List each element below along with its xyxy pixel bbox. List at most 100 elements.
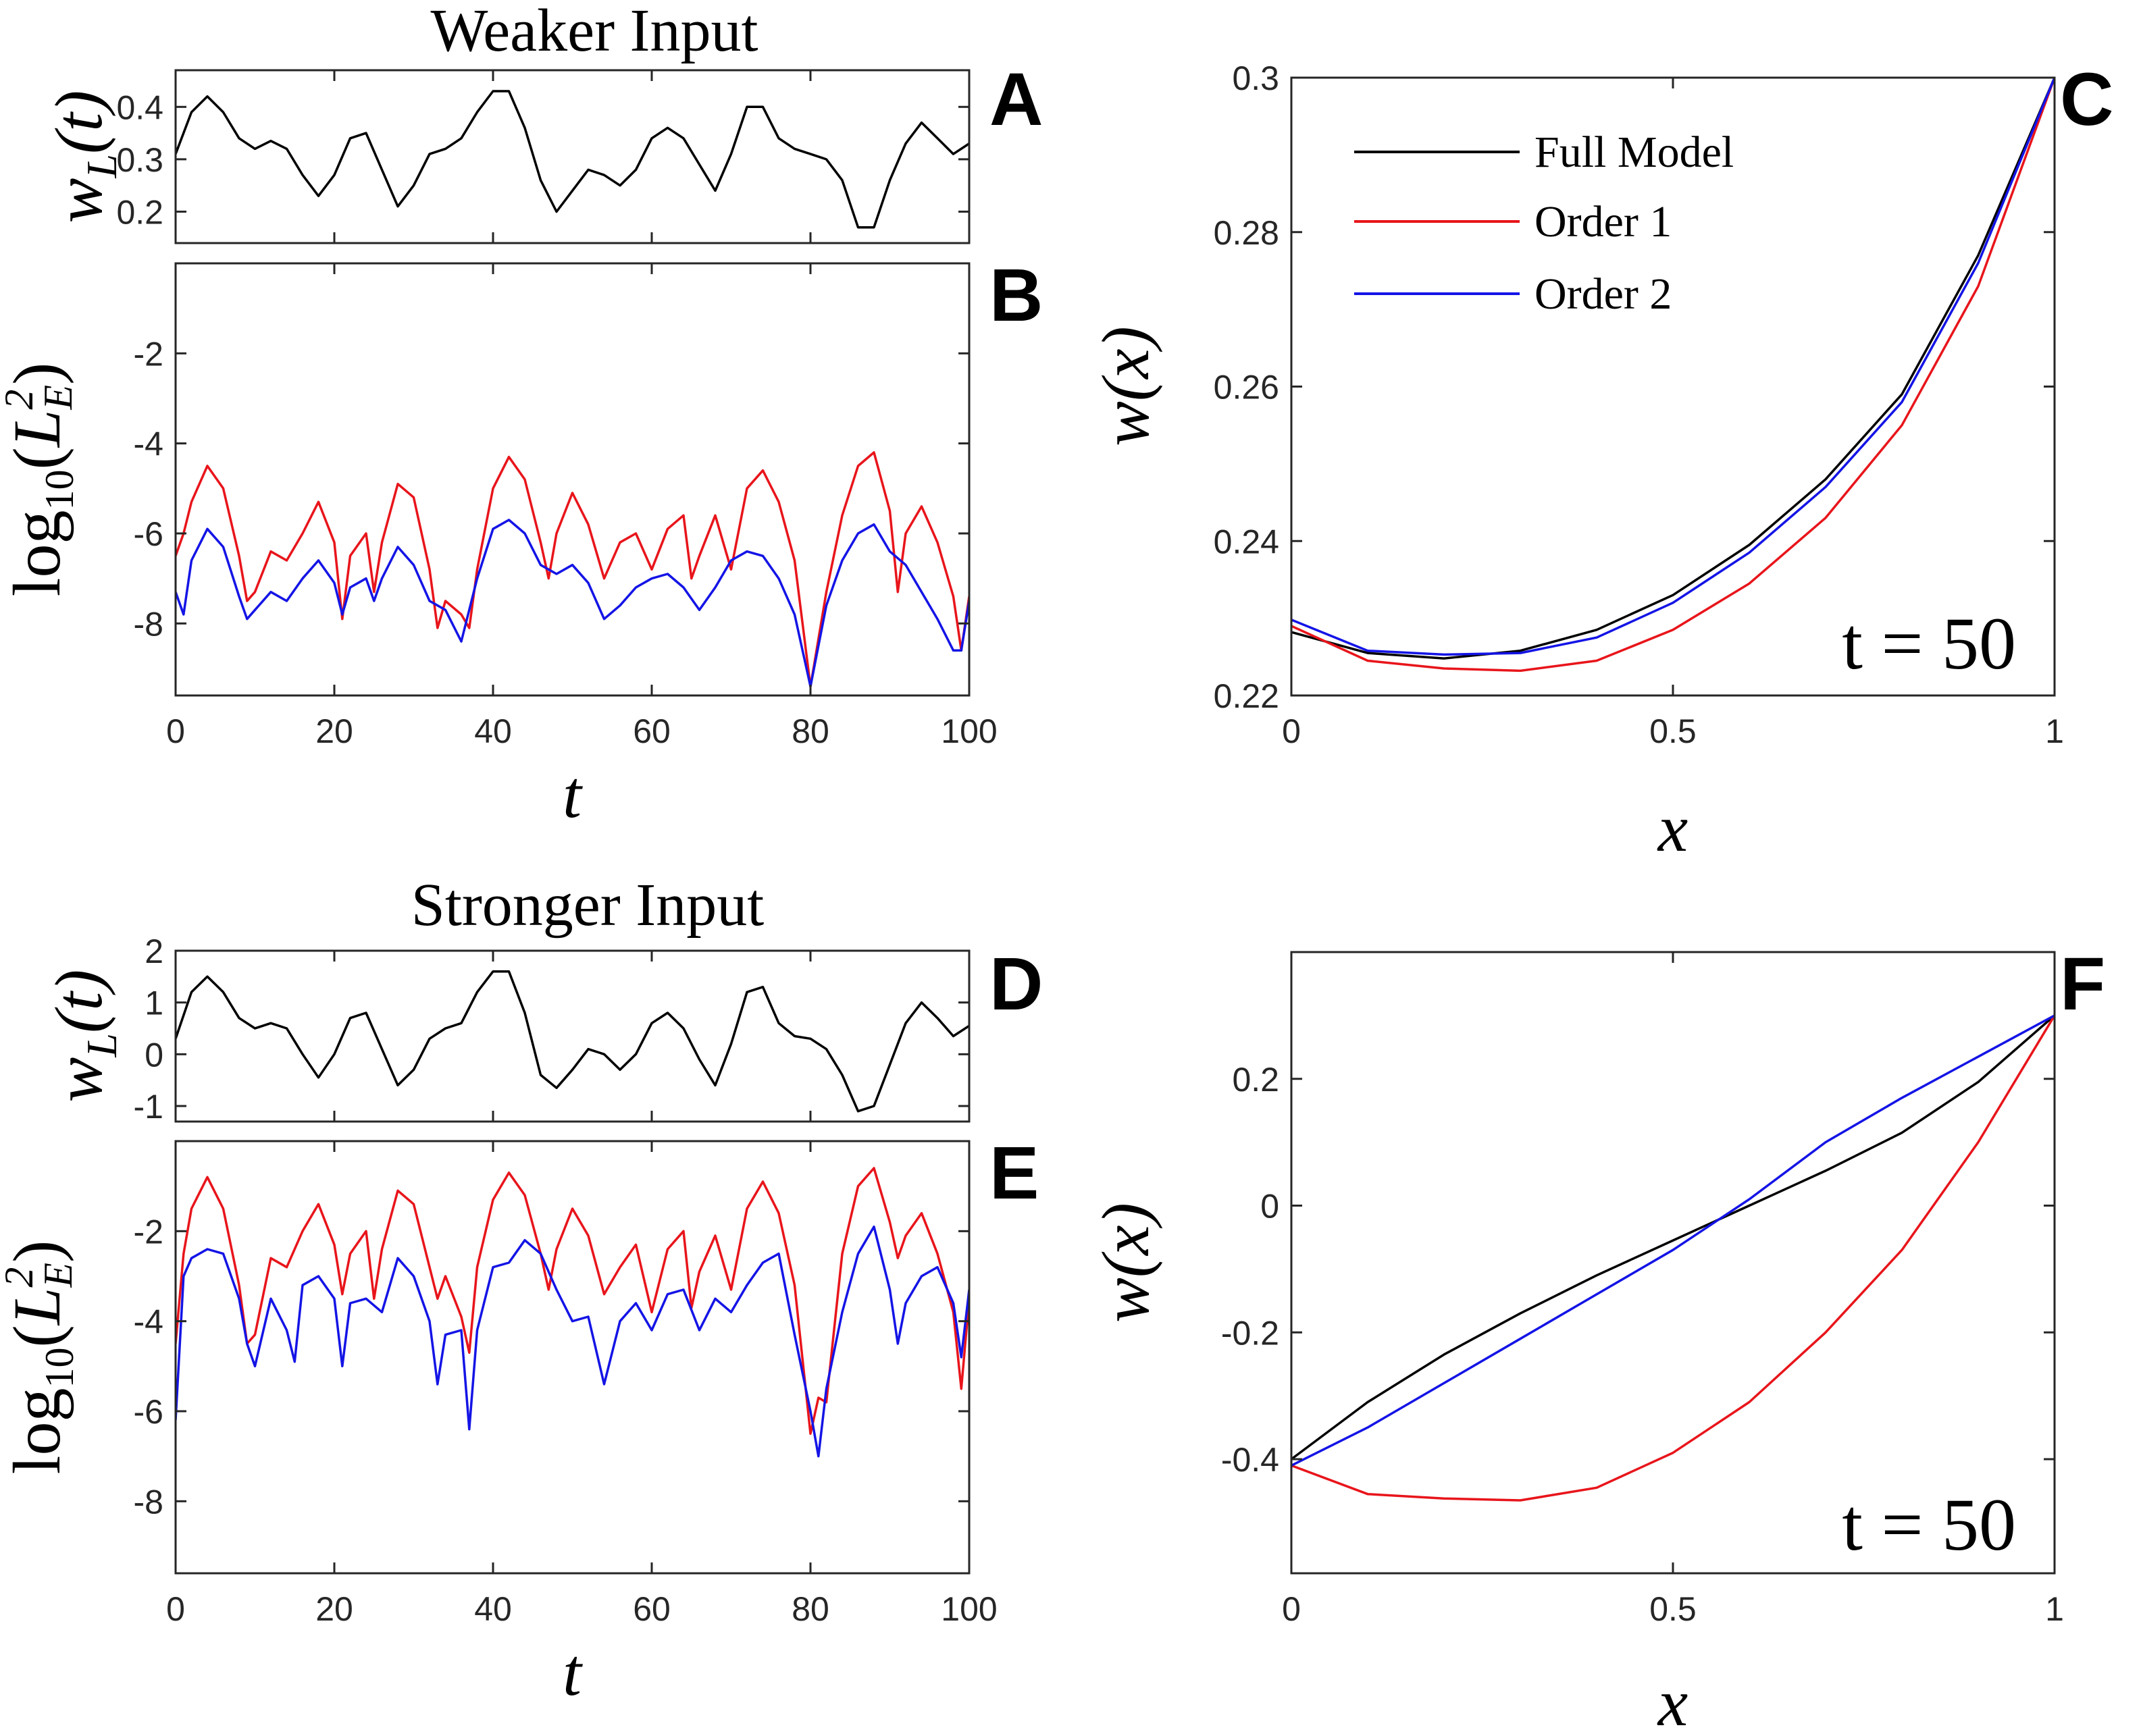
panel-c-ytick-label: 0.26 [1214,369,1279,406]
panel-f-xlabel: x [1657,1665,1688,1736]
panel-b-xtick-label: 80 [792,712,829,750]
panel-letter-c: C [2060,58,2113,141]
panel-d-ytick-label: 1 [145,984,163,1022]
panel-a-line-w-l [176,90,969,229]
panel-a-series [176,90,969,229]
panel-b-xtick-label: 100 [941,712,997,750]
panel-f-xtick-label: 0 [1282,1590,1301,1628]
panel-a-ytick-label: 0.2 [116,193,163,231]
panel-c-ytick-label: 0.28 [1214,214,1279,252]
panel-e: 0 20 40 60 80 100 -8 -6 -4 -2 t log10(L2E) [0,1140,998,1710]
legend-label-full-model: Full Model [1534,128,1734,177]
panel-b-ytick-label: -6 [134,515,163,553]
panel-d-series [176,970,969,1113]
panel-d-ytick-label: 2 [145,932,163,970]
panel-e-line-order-2 [176,1225,969,1458]
panel-b-line-order-2 [176,519,969,688]
panel-e-ylabel: log10(L2E) [0,1240,82,1475]
panel-c-series [1291,78,2055,673]
panel-b-ytick-label: -4 [134,425,163,463]
panel-f-ytick-label: 0.2 [1232,1061,1279,1099]
panel-d-ticks: -1 0 1 2 [134,932,971,1126]
panel-c-line-order-2 [1291,78,2055,656]
panel-a-axes-box [174,69,971,244]
panel-letter-a: A [989,58,1043,141]
panel-a-ytick-label: 0.3 [116,141,163,179]
panel-f-ticks: 0 0.5 1 -0.4 -0.2 0 0.2 [1221,952,2064,1628]
panel-d-ytick-label: -1 [134,1088,163,1126]
panel-c-xlabel: x [1657,791,1688,866]
panel-b-ticks: 0 20 40 60 80 100 -8 -6 -4 -2 [134,263,998,750]
panel-e-axes-box [174,1140,971,1575]
panel-c-line-full-model [1291,78,2055,660]
panel-c: 0 0.5 1 0.22 0.24 0.26 0.28 0.3 x w(x) t = 50 F… [1088,59,2064,866]
panel-e-line-order-1 [176,1167,969,1436]
panel-c-xtick-label: 0.5 [1649,712,1697,750]
panel-d-ytick-label: 0 [145,1036,163,1074]
panel-f-ylabel: w(x) [1088,1203,1163,1323]
panel-c-ticks: 0 0.5 1 0.22 0.24 0.26 0.28 0.3 [1214,59,2064,750]
panel-b-xtick-label: 60 [633,712,671,750]
panel-b: 0 20 40 60 80 100 -8 -6 -4 -2 t log10(L2E) [0,262,998,832]
panel-b-ytick-label: -2 [134,335,163,373]
panel-letter-d: D [989,943,1043,1026]
panel-d: -1 0 1 2 wL(t) [41,932,971,1126]
panel-b-xtick-label: 0 [166,712,185,750]
panel-f-series [1291,1014,2055,1502]
panel-c-ylabel: w(x) [1088,326,1163,446]
panel-c-ytick-label: 0.3 [1232,59,1279,97]
panel-letter-f: F [2060,943,2105,1026]
panel-f: 0 0.5 1 -0.4 -0.2 0 0.2 x w(x) t = 50 [1088,951,2064,1736]
title-stronger-input: Stronger Input [411,872,764,939]
panel-e-xtick-label: 40 [474,1590,512,1628]
panel-e-ytick-label: -6 [134,1393,163,1431]
panel-e-xtick-label: 20 [315,1590,353,1628]
legend-label-order-1: Order 1 [1534,197,1672,246]
panel-b-ylabel: log10(L2E) [0,363,82,597]
panel-e-ytick-label: -2 [134,1213,163,1251]
panel-f-line-order-2 [1291,1014,2055,1467]
panel-c-legend: Full Model Order 1 Order 2 [1354,128,1734,319]
panel-e-ytick-label: -4 [134,1303,163,1341]
panel-f-xtick-label: 0.5 [1649,1590,1697,1628]
panel-d-ylabel: wL(t) [41,970,126,1103]
panel-a-ytick-label: 0.4 [116,88,163,126]
legend-label-order-2: Order 2 [1534,269,1672,319]
panel-e-ytick-label: -8 [134,1483,163,1521]
panel-e-series [176,1167,969,1458]
panel-f-ytick-label: -0.2 [1221,1314,1279,1352]
panel-letter-b: B [989,254,1043,337]
panel-f-ytick-label: -0.4 [1221,1441,1279,1479]
panel-c-ytick-label: 0.24 [1214,523,1279,560]
panel-c-ytick-label: 0.22 [1214,677,1279,715]
panel-b-xtick-label: 20 [315,712,353,750]
panel-b-ytick-label: -8 [134,605,163,643]
panel-b-series [176,451,969,688]
panel-b-axes-box [174,262,971,697]
panel-f-line-order-1 [1291,1014,2055,1502]
panel-letter-e: E [989,1132,1039,1215]
panel-f-axes-box [1290,951,2056,1575]
panel-a: 0.2 0.3 0.4 wL(t) [41,69,971,244]
panel-a-ylabel: wL(t) [41,90,126,223]
panel-e-xtick-label: 60 [633,1590,671,1628]
panel-d-axes-box [174,949,971,1123]
title-weaker-input: Weaker Input [430,0,758,64]
panel-b-xtick-label: 40 [474,712,512,750]
panel-c-line-order-1 [1291,78,2055,673]
panel-f-xtick-label: 1 [2045,1590,2064,1628]
panel-f-annotation: t = 50 [1842,1483,2016,1566]
panel-c-xtick-label: 1 [2045,712,2064,750]
panel-c-annotation: t = 50 [1842,602,2016,685]
panel-e-xtick-label: 80 [792,1590,829,1628]
panel-d-line-w-l [176,970,969,1113]
panel-a-ticks: 0.2 0.3 0.4 [116,70,971,243]
panel-e-xlabel: t [563,1635,583,1710]
panel-e-ticks: 0 20 40 60 80 100 -8 -6 -4 -2 [134,1141,998,1628]
panel-e-xtick-label: 100 [941,1590,997,1628]
panel-b-line-order-1 [176,451,969,688]
panel-c-xtick-label: 0 [1282,712,1301,750]
panel-f-line-full-model [1291,1014,2055,1461]
panel-b-xlabel: t [563,757,583,832]
